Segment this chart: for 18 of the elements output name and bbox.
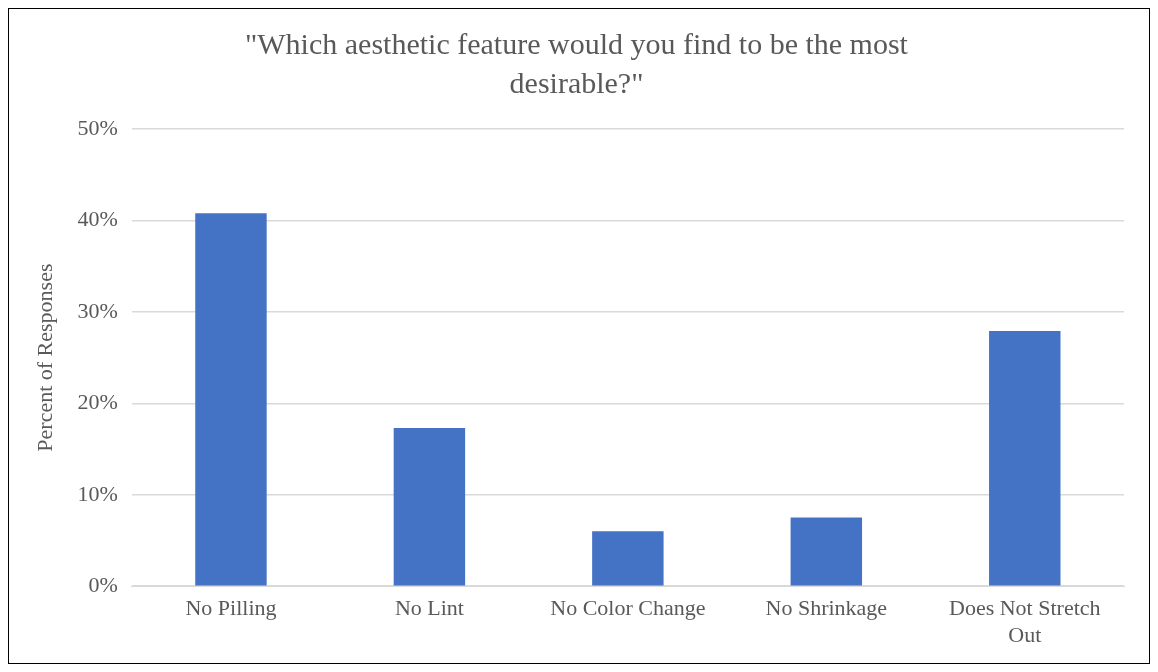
y-tick-label: 20% — [77, 389, 118, 415]
y-tick-label: 50% — [77, 114, 118, 140]
x-tick-label: No Pilling — [185, 595, 277, 621]
chart-title: "Which aesthetic feature would you find to be the most desirable?" — [245, 27, 909, 100]
bar — [393, 428, 466, 586]
bar — [790, 517, 863, 586]
x-tick-label: Does Not Stretch Out — [949, 595, 1101, 647]
x-tick-label: No Color Change — [550, 595, 706, 621]
bar — [989, 331, 1061, 586]
bar — [195, 213, 267, 586]
y-axis-title: Percent of Responses — [31, 263, 57, 452]
y-tick-label: 30% — [77, 297, 118, 323]
x-tick-label: No Lint — [394, 595, 464, 621]
bar — [592, 531, 664, 586]
x-tick-label: No Shrinkage — [765, 595, 888, 621]
y-tick-label: 0% — [88, 571, 118, 597]
y-tick-label: 10% — [77, 480, 118, 506]
y-tick-label: 40% — [77, 206, 118, 232]
